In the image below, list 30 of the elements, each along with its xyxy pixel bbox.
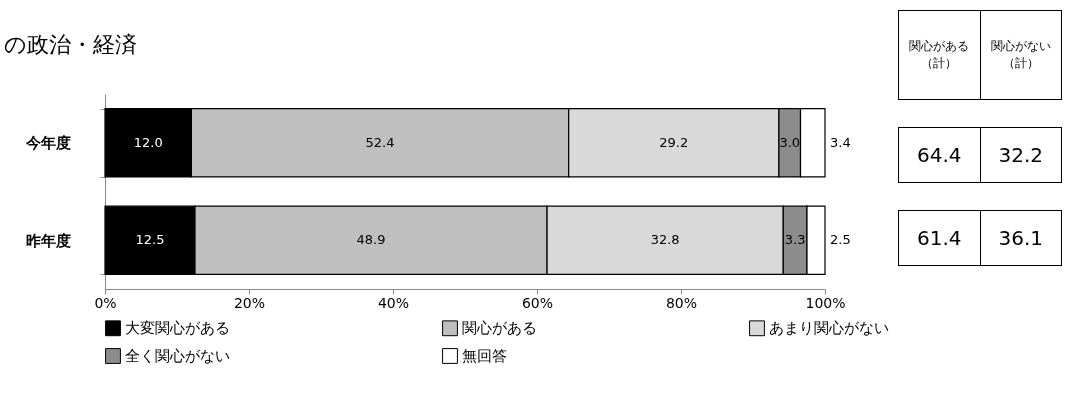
legend-label: 大変関心がある bbox=[125, 319, 230, 338]
text: 61.4 bbox=[916, 225, 963, 252]
legend-label: 全く関心がない bbox=[125, 347, 230, 365]
data-label: 52.4 bbox=[365, 134, 395, 150]
x-tick-label: 0% bbox=[94, 294, 117, 311]
x-tick-label: 40% bbox=[377, 294, 410, 311]
text: 36.1 bbox=[979, 211, 1061, 265]
data-label: 32.8 bbox=[650, 232, 680, 248]
legend-label: 関心がある bbox=[462, 319, 537, 338]
data-label: 12.5 bbox=[135, 232, 165, 248]
y-tick-label: 今年度 bbox=[24, 134, 71, 153]
legend-label: 無回答 bbox=[462, 347, 507, 365]
data-label: 3.3 bbox=[784, 232, 806, 248]
text: 32.2 bbox=[979, 128, 1061, 182]
x-tick-label: 80% bbox=[665, 294, 698, 311]
data-label: 29.2 bbox=[659, 134, 689, 150]
data-label: 2.5 bbox=[830, 232, 851, 248]
x-tick-label: 20% bbox=[233, 294, 266, 311]
data-label: 12.0 bbox=[133, 134, 163, 150]
legend-label: あまり関心がない bbox=[769, 319, 889, 338]
text: 関心がない（計） bbox=[979, 11, 1061, 99]
text: 関心がある（計） bbox=[908, 38, 971, 72]
data-label: 3.4 bbox=[830, 134, 851, 150]
y-tick-label: 昨年度 bbox=[25, 231, 71, 250]
x-tick-label: 60% bbox=[521, 294, 554, 311]
chart-subtitle: の政治・経済 bbox=[4, 31, 137, 59]
x-tick-label: 100% bbox=[805, 294, 846, 311]
data-label: 48.9 bbox=[356, 232, 386, 248]
data-label: 3.0 bbox=[779, 134, 801, 150]
text: 64.4 bbox=[916, 142, 963, 169]
